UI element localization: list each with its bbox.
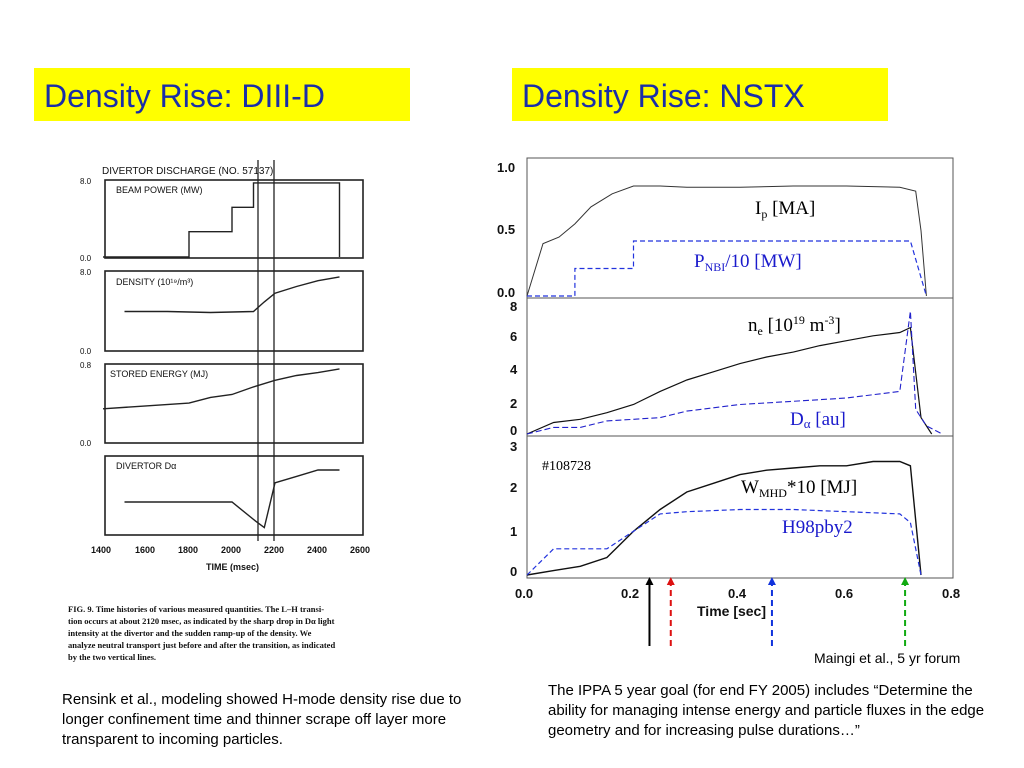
diiid-panel-4-label: DIVERTOR Dα [116, 461, 176, 471]
nstx-p2-ytick: 2 [510, 396, 517, 411]
diiid-panel-4-frame [104, 455, 364, 536]
diiid-ytick: 0.0 [80, 347, 92, 356]
left-caption: Rensink et al., modeling showed H-mode d… [62, 691, 462, 748]
credit-text: Maingi et al., 5 yr forum [814, 650, 961, 666]
diiid-fig-caption-line: analyze neutral transport just before an… [68, 640, 335, 650]
diiid-fig-caption-line: by the two vertical lines. [68, 652, 156, 662]
diiid-xtick: 2200 [264, 545, 284, 555]
nstx-marker-arrowhead-3 [767, 577, 776, 585]
nstx-p3-ytick: 1 [510, 524, 517, 539]
diiid-series-line-4 [124, 469, 340, 529]
nstx-p3-ytick: 0 [510, 564, 517, 579]
nstx-p1-ytick: 1.0 [497, 160, 515, 175]
nstx-label-wmhd: WMHD*10 [MJ] [741, 477, 857, 500]
diiid-panel-3-frame [104, 363, 364, 444]
diiid-series-line-1 [103, 182, 341, 258]
nstx-label-ip: Ip [MA] [755, 198, 815, 221]
nstx-label-ne: ne [1019 m-3] [748, 313, 841, 338]
nstx-label-dalpha: Dα [au] [790, 409, 846, 431]
diiid-xtick: 2400 [307, 545, 327, 555]
nstx-p1-ytick: 0.5 [497, 222, 515, 237]
nstx-markers-group [645, 577, 910, 646]
diiid-xtick: 1400 [91, 545, 111, 555]
diiid-ytick: 8.0 [80, 268, 92, 277]
title-right: Density Rise: NSTX [512, 68, 888, 121]
right-caption: The IPPA 5 year goal (for end FY 2005) i… [548, 682, 985, 739]
diiid-xtick: 1800 [178, 545, 198, 555]
diiid-panel-3-label: STORED ENERGY (MJ) [110, 369, 208, 379]
diiid-panel-1-frame [104, 179, 364, 259]
nstx-label-h98: H98pby2 [782, 517, 853, 538]
nstx-shot-number: #108728 [542, 459, 591, 474]
nstx-marker-arrowhead-4 [901, 577, 910, 585]
diiid-xtick: 2600 [350, 545, 370, 555]
nstx-xlabel: Time [sec] [697, 603, 766, 619]
diiid-ytick: 0.8 [80, 361, 92, 370]
nstx-p2-ytick: 6 [510, 329, 517, 344]
nstx-p3-ytick: 2 [510, 480, 517, 495]
diiid-xtick: 1600 [135, 545, 155, 555]
diiid-panel-2-frame [104, 270, 364, 352]
nstx-p3-ytick: 3 [510, 439, 517, 454]
nstx-p2-ytick: 4 [510, 362, 518, 377]
nstx-series-line-1 [526, 185, 927, 297]
diiid-series-line-2 [124, 276, 340, 314]
title-left: Density Rise: DIII-D [34, 68, 410, 121]
nstx-xtick: 0.4 [728, 586, 747, 601]
nstx-p2-ytick: 8 [510, 299, 517, 314]
diiid-series-line-3 [102, 368, 340, 410]
diiid-fig-caption-line: FIG. 9. Time histories of various measur… [68, 604, 324, 614]
nstx-panel-2-frame [526, 297, 954, 437]
nstx-series-line-3 [526, 326, 933, 435]
nstx-xtick: 0.0 [515, 586, 533, 601]
diiid-panel-2-label: DENSITY (10¹⁹/m³) [116, 277, 193, 287]
nstx-marker-arrowhead-2 [666, 577, 675, 585]
nstx-series-line-4 [526, 311, 943, 435]
diiid-ytick: 0.0 [80, 254, 92, 263]
nstx-panel-1-frame [526, 157, 954, 299]
nstx-series-group [526, 185, 943, 576]
diiid-panel-1-label: BEAM POWER (MW) [116, 185, 203, 195]
nstx-xtick: 0.2 [621, 586, 639, 601]
diiid-fig-caption-line: tion occurs at about 2120 msec, as indic… [68, 616, 335, 626]
diiid-header: DIVERTOR DISCHARGE (NO. 57137) [102, 166, 273, 177]
nstx-p2-ytick: 0 [510, 423, 517, 438]
nstx-marker-arrowhead-1 [645, 577, 654, 585]
diiid-ytick: 0.0 [80, 439, 92, 448]
diiid-xlabel: TIME (msec) [206, 562, 259, 572]
nstx-xtick: 0.8 [942, 586, 960, 601]
nstx-series-line-6 [526, 508, 922, 576]
diiid-ytick: 8.0 [80, 177, 92, 186]
diiid-fig-caption-line: intensity at the divertor and the sudden… [68, 628, 312, 638]
diiid-series-group [102, 182, 341, 529]
nstx-label-pnbi: PNBI/10 [MW] [694, 251, 802, 274]
nstx-series-line-2 [527, 240, 927, 297]
diiid-xtick: 2000 [221, 545, 241, 555]
nstx-panel-3-frame [526, 435, 954, 579]
nstx-p1-ytick: 0.0 [497, 285, 515, 300]
nstx-series-line-5 [526, 460, 922, 576]
nstx-xtick: 0.6 [835, 586, 853, 601]
